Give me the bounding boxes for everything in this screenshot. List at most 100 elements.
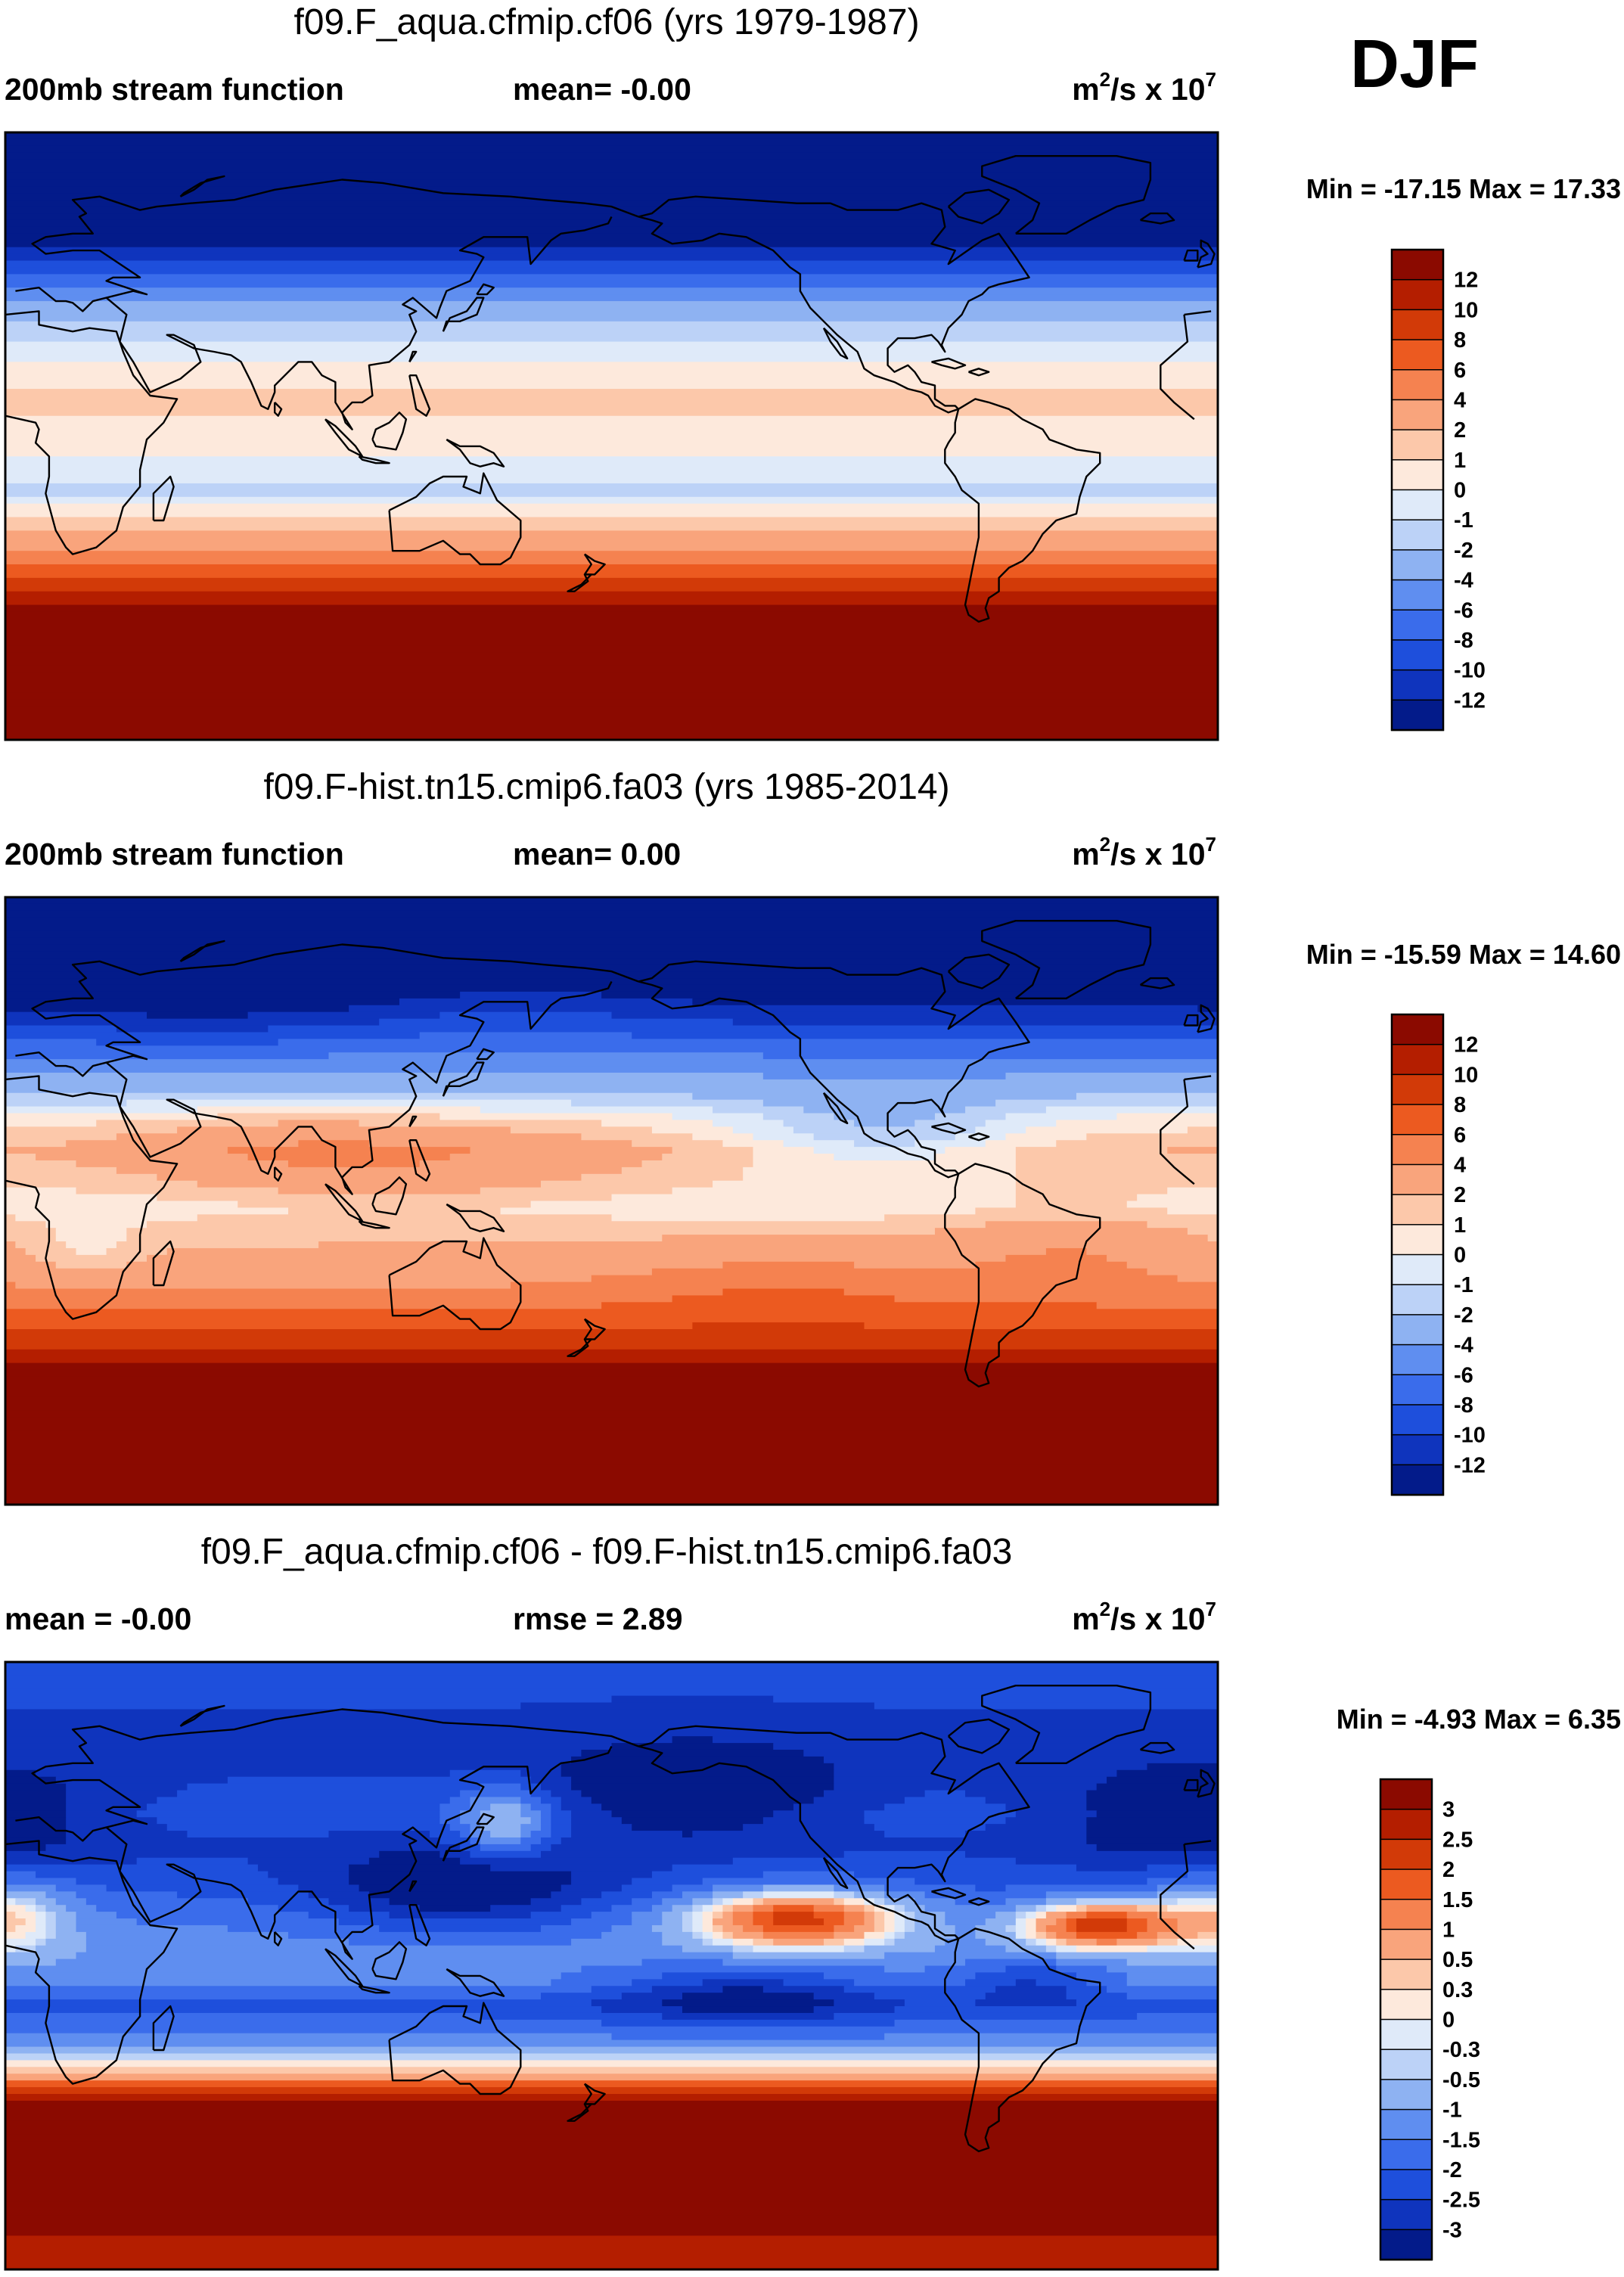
field-cell (692, 1912, 703, 1919)
field-cell (1056, 1905, 1077, 1912)
field-cell (298, 1884, 360, 1892)
field-cell (5, 611, 1218, 619)
field-cell (5, 207, 1218, 214)
field-cell (430, 1831, 461, 1838)
field-cell (5, 991, 461, 999)
colorbar-tick-label: -6 (1454, 1363, 1473, 1387)
field-cell (5, 944, 1218, 952)
field-cell (1126, 1912, 1158, 1919)
field-cell (460, 991, 602, 999)
field-cell (722, 1959, 966, 1967)
field-cell (1147, 1268, 1218, 1276)
colorbar-swatch (1391, 1374, 1444, 1406)
field-cell (439, 1803, 471, 1811)
field-cell (5, 1039, 97, 1046)
field-cell (460, 1831, 471, 1838)
field-cell (560, 1763, 834, 1771)
field-cell (713, 1884, 764, 1892)
field-cell (136, 1918, 340, 1926)
field-cell (601, 1302, 1098, 1309)
field-cell (96, 1039, 279, 1046)
field-cell (985, 1993, 1067, 2000)
field-cell (197, 1180, 542, 1188)
colorbar-swatch (1391, 459, 1444, 491)
field-cell (5, 1099, 127, 1107)
field-cell (76, 1187, 279, 1195)
field-cell (5, 1912, 16, 1919)
colorbar-tick-label: 0.3 (1442, 1978, 1473, 2002)
field-cell (5, 1316, 1218, 1323)
colorbar-tick-label: -4 (1454, 569, 1473, 593)
field-cell (904, 1931, 956, 1940)
field-cell (5, 152, 1218, 160)
field-cell (762, 1884, 834, 1892)
field-cell (762, 1817, 865, 1825)
field-cell (702, 1912, 713, 1919)
field-cell (692, 1831, 885, 1838)
field-cell (5, 1938, 36, 1946)
field-cell (1056, 1931, 1077, 1940)
field-cell (5, 685, 1218, 694)
field-cell (5, 1662, 1218, 1670)
field-cell (5, 477, 1218, 484)
field-cell (864, 1810, 1017, 1818)
field-cell (5, 1790, 67, 1798)
field-cell (5, 2201, 1218, 2210)
colorbar-swatch (1380, 2169, 1433, 2201)
field-cell (36, 1898, 57, 1906)
field-cell (1076, 1931, 1138, 1940)
coastline-namerica (638, 960, 1030, 1179)
field-cell (1086, 1817, 1218, 1825)
field-cell (5, 1723, 1218, 1730)
field-cell (1126, 1993, 1218, 2000)
field-cell (732, 1938, 754, 1946)
field-cell (5, 1362, 1218, 1371)
field-cell (651, 1924, 683, 1933)
field-cell (753, 1898, 764, 1906)
field-cell (1147, 1878, 1218, 1886)
field-cell (288, 1160, 421, 1168)
field-cell (672, 1147, 754, 1154)
field-cell (5, 1417, 1218, 1424)
field-cell (540, 1824, 551, 1831)
field-cell (1015, 1912, 1026, 1919)
field-cell (632, 1140, 724, 1148)
field-cell (460, 1857, 734, 1865)
field-cell (1096, 1302, 1218, 1309)
field-cell (1015, 1173, 1218, 1182)
field-cell (662, 1999, 834, 2007)
colorbar-swatch (1380, 1928, 1433, 1961)
field-cell (1036, 1931, 1047, 1940)
field-cell (5, 658, 1218, 666)
field-cell (682, 1918, 693, 1926)
field-cell (1005, 1965, 1057, 1974)
field-cell (480, 1837, 521, 1845)
field-cell (732, 1857, 1017, 1865)
field-cell (5, 2134, 1218, 2142)
colorbar-swatch (1391, 669, 1444, 701)
field-cell (5, 2087, 1218, 2095)
field-cell (5, 1986, 592, 1993)
field-cell (368, 1140, 632, 1148)
field-cell (5, 1736, 673, 1744)
colorbar-swatch (1380, 2049, 1433, 2081)
field-cell (934, 1154, 1017, 1161)
field-cell (5, 1891, 47, 1899)
field-cell (247, 1011, 441, 1020)
field-cell (5, 2208, 1218, 2216)
panel-title: f09.F_aqua.cfmip.cf06 - f09.F-hist.tn15.… (201, 1532, 1013, 1572)
field-cell (55, 1931, 87, 1940)
field-cell (934, 1945, 1007, 1953)
colorbar-tick-label: -12 (1454, 688, 1486, 713)
field-cell (571, 1776, 834, 1785)
field-cell (5, 2175, 1218, 2182)
field-cell (753, 1905, 774, 1912)
field-cell (439, 1011, 613, 1020)
field-cell (5, 301, 1218, 309)
field-cell (147, 1254, 1007, 1263)
field-cell (975, 1931, 1017, 1940)
field-cell (5, 1776, 57, 1785)
colorbar-swatch (1391, 1073, 1444, 1106)
field-cell (783, 1979, 855, 1987)
field-cell (530, 1817, 542, 1825)
